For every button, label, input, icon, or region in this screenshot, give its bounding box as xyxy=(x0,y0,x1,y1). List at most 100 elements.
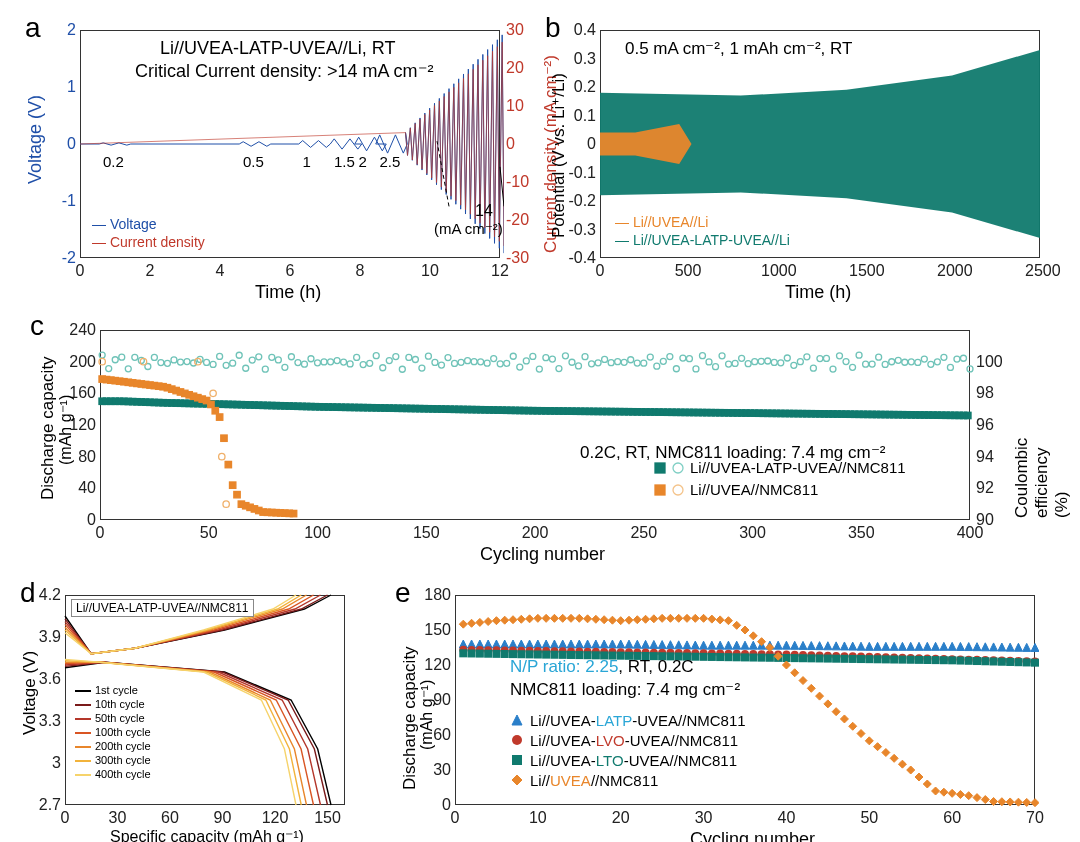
svg-point-333 xyxy=(673,366,679,372)
svg-point-249 xyxy=(125,366,131,372)
svg-point-267 xyxy=(243,365,249,371)
svg-point-344 xyxy=(745,361,751,367)
svg-point-290 xyxy=(393,354,399,360)
svg-rect-537 xyxy=(512,755,522,765)
svg-point-337 xyxy=(699,353,705,359)
svg-point-272 xyxy=(275,357,281,363)
svg-rect-244 xyxy=(290,510,296,516)
svg-point-274 xyxy=(288,354,294,360)
svg-point-278 xyxy=(315,360,321,366)
svg-rect-499 xyxy=(733,653,741,661)
svg-point-299 xyxy=(452,360,458,366)
svg-point-330 xyxy=(654,363,660,369)
svg-point-332 xyxy=(667,354,673,360)
svg-point-306 xyxy=(497,361,503,367)
svg-point-308 xyxy=(510,353,516,359)
svg-point-269 xyxy=(256,354,262,360)
svg-rect-509 xyxy=(816,654,824,662)
svg-point-372 xyxy=(928,361,934,367)
svg-point-312 xyxy=(536,366,542,372)
svg-rect-501 xyxy=(749,654,757,662)
svg-point-277 xyxy=(308,356,314,362)
svg-point-307 xyxy=(504,360,510,366)
svg-rect-495 xyxy=(700,653,708,661)
svg-rect-523 xyxy=(932,656,940,664)
svg-point-384 xyxy=(223,501,229,507)
svg-rect-527 xyxy=(965,657,973,665)
svg-point-280 xyxy=(328,359,334,365)
svg-point-313 xyxy=(543,355,549,361)
svg-point-383 xyxy=(219,453,225,459)
svg-point-358 xyxy=(837,353,843,359)
svg-point-294 xyxy=(419,365,425,371)
svg-point-362 xyxy=(863,361,869,367)
svg-point-352 xyxy=(797,359,803,365)
svg-point-282 xyxy=(341,359,347,365)
svg-point-382 xyxy=(210,390,216,396)
svg-point-334 xyxy=(680,355,686,361)
svg-point-281 xyxy=(334,358,340,364)
svg-point-354 xyxy=(810,365,816,371)
svg-point-261 xyxy=(204,359,210,365)
svg-point-329 xyxy=(647,354,653,360)
svg-point-536 xyxy=(512,735,522,745)
svg-rect-528 xyxy=(973,657,981,665)
svg-rect-471 xyxy=(501,650,509,658)
svg-rect-529 xyxy=(981,657,989,665)
svg-point-292 xyxy=(406,354,412,360)
svg-point-365 xyxy=(882,361,888,367)
svg-point-336 xyxy=(693,366,699,372)
svg-point-364 xyxy=(876,354,882,360)
svg-point-264 xyxy=(223,362,229,368)
svg-point-360 xyxy=(850,364,856,370)
svg-rect-506 xyxy=(791,654,799,662)
svg-point-276 xyxy=(301,361,307,367)
svg-rect-518 xyxy=(890,656,898,664)
svg-point-257 xyxy=(177,359,183,365)
svg-point-250 xyxy=(132,354,138,360)
svg-point-331 xyxy=(660,358,666,364)
svg-point-287 xyxy=(373,353,379,359)
svg-point-353 xyxy=(804,354,810,360)
svg-point-291 xyxy=(399,366,405,372)
svg-rect-515 xyxy=(865,655,873,663)
svg-point-309 xyxy=(517,364,523,370)
svg-point-268 xyxy=(249,357,255,363)
svg-rect-513 xyxy=(849,655,857,663)
svg-rect-512 xyxy=(840,655,848,663)
svg-point-327 xyxy=(634,360,640,366)
svg-point-293 xyxy=(412,356,418,362)
svg-point-314 xyxy=(549,356,555,362)
svg-point-348 xyxy=(771,359,777,365)
svg-point-323 xyxy=(608,360,614,366)
svg-point-351 xyxy=(791,362,797,368)
svg-point-301 xyxy=(465,358,471,364)
svg-rect-230 xyxy=(229,482,235,488)
svg-rect-496 xyxy=(708,653,716,661)
svg-point-258 xyxy=(184,359,190,365)
svg-point-326 xyxy=(628,357,634,363)
svg-point-369 xyxy=(908,359,914,365)
svg-rect-226 xyxy=(212,408,218,414)
svg-point-371 xyxy=(921,356,927,362)
svg-rect-516 xyxy=(874,655,882,663)
svg-point-284 xyxy=(354,354,360,360)
svg-point-288 xyxy=(380,365,386,371)
svg-point-347 xyxy=(765,358,771,364)
svg-point-286 xyxy=(367,360,373,366)
svg-point-273 xyxy=(282,364,288,370)
svg-rect-531 xyxy=(998,658,1006,666)
svg-point-356 xyxy=(823,355,829,361)
svg-point-346 xyxy=(758,358,764,364)
svg-rect-533 xyxy=(1014,658,1022,666)
svg-point-388 xyxy=(673,485,683,495)
svg-rect-534 xyxy=(1023,658,1031,666)
svg-point-298 xyxy=(445,355,451,361)
svg-rect-227 xyxy=(216,414,222,420)
svg-point-335 xyxy=(686,356,692,362)
svg-point-366 xyxy=(889,359,895,365)
svg-rect-532 xyxy=(1006,658,1014,666)
svg-point-322 xyxy=(602,356,608,362)
svg-rect-514 xyxy=(857,655,865,663)
svg-point-328 xyxy=(641,360,647,366)
